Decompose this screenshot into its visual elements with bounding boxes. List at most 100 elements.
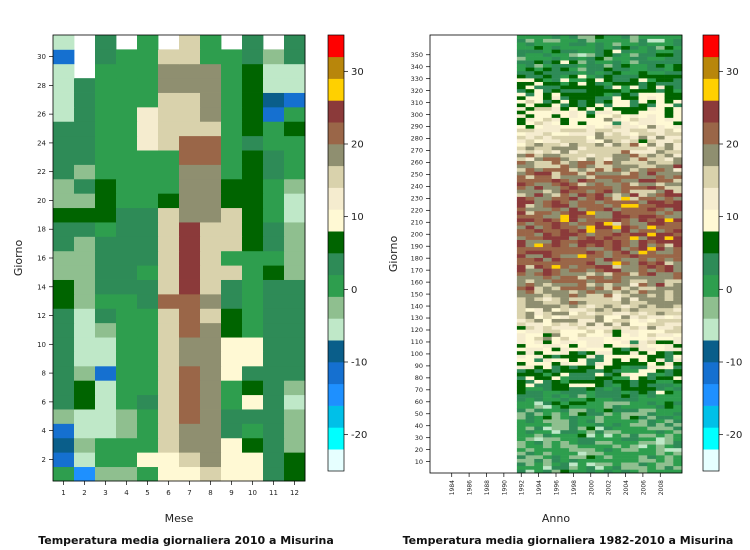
heatmap-cell	[542, 35, 552, 39]
y-tick-label: 50	[415, 410, 423, 418]
heatmap-cell	[647, 275, 657, 280]
heatmap-cell	[586, 153, 596, 158]
heatmap-cell	[542, 340, 552, 345]
heatmap-cell	[221, 365, 243, 381]
heatmap-cell	[655, 447, 665, 452]
y-tick-label: 290	[411, 123, 423, 131]
heatmap-cell	[200, 452, 222, 468]
heatmap-cell	[664, 225, 674, 230]
heatmap-cell	[551, 433, 561, 438]
heatmap-cell	[525, 397, 535, 402]
heatmap-cell	[673, 347, 683, 352]
heatmap-cell	[95, 409, 117, 424]
heatmap-cell	[621, 178, 631, 183]
heatmap-cell	[586, 146, 596, 151]
heatmap-cell	[74, 121, 96, 137]
heatmap-cell	[200, 121, 222, 137]
heatmap-cell	[655, 282, 665, 287]
heatmap-cell	[586, 70, 596, 75]
heatmap-cell	[629, 390, 639, 395]
heatmap-cell	[551, 394, 561, 398]
heatmap-cell	[655, 404, 665, 409]
heatmap-cell	[595, 437, 605, 441]
heatmap-cell	[525, 279, 535, 284]
heatmap-cell	[638, 394, 648, 398]
heatmap-cell	[53, 308, 75, 324]
heatmap-cell	[629, 38, 639, 43]
y-tick-label: 270	[411, 147, 423, 155]
heatmap-cell	[647, 239, 657, 244]
heatmap-cell	[673, 343, 683, 348]
heatmap-cell	[621, 325, 631, 330]
heatmap-cell	[664, 347, 674, 352]
heatmap-cell	[560, 254, 570, 258]
heatmap-cell	[629, 42, 639, 47]
heatmap-cell	[525, 343, 535, 348]
heatmap-cell	[586, 404, 596, 409]
heatmap-cell	[263, 121, 285, 137]
heatmap-cell	[95, 106, 117, 122]
heatmap-cell	[647, 210, 657, 215]
heatmap-cell	[284, 135, 306, 151]
heatmap-cell	[603, 228, 613, 233]
heatmap-cell	[560, 332, 570, 337]
heatmap-cell	[595, 210, 605, 215]
heatmap-cell	[621, 257, 631, 262]
heatmap-cell	[612, 361, 622, 366]
heatmap-cell	[577, 192, 587, 197]
heatmap-cell	[621, 286, 631, 291]
heatmap-cell	[638, 429, 648, 434]
heatmap-cell	[586, 307, 596, 312]
heatmap-cell	[629, 128, 639, 133]
heatmap-cell	[560, 376, 570, 380]
heatmap-cell	[551, 92, 561, 97]
heatmap-cell	[655, 340, 665, 345]
heatmap-cell	[595, 383, 605, 388]
heatmap-cell	[116, 293, 138, 309]
heatmap-cell	[551, 146, 561, 151]
heatmap-cell	[621, 261, 631, 266]
heatmap-cell	[516, 85, 526, 90]
heatmap-cell	[137, 106, 159, 122]
heatmap-cell	[603, 394, 613, 398]
heatmap-cell	[560, 297, 570, 301]
heatmap-cell	[560, 239, 570, 244]
heatmap-cell	[586, 214, 596, 219]
heatmap-cell	[542, 42, 552, 47]
heatmap-cell	[621, 426, 631, 431]
heatmap-cell	[655, 236, 665, 240]
heatmap-cell	[534, 96, 544, 100]
heatmap-cell	[621, 228, 631, 233]
heatmap-cell	[629, 56, 639, 61]
heatmap-cell	[551, 376, 561, 380]
heatmap-cell	[595, 440, 605, 445]
heatmap-cell	[603, 322, 613, 327]
heatmap-cell	[638, 372, 648, 377]
heatmap-cell	[551, 78, 561, 82]
heatmap-cell	[673, 74, 683, 79]
heatmap-cell	[95, 293, 117, 309]
heatmap-cell	[612, 390, 622, 395]
heatmap-cell	[560, 307, 570, 312]
heatmap-cell	[158, 293, 180, 309]
heatmap-cell	[542, 368, 552, 373]
heatmap-cell	[629, 228, 639, 233]
heatmap-cell	[560, 275, 570, 280]
heatmap-cell	[542, 361, 552, 366]
heatmap-cell	[673, 106, 683, 111]
heatmap-cell	[577, 275, 587, 280]
colorbar-swatch	[703, 231, 719, 254]
heatmap-cell	[621, 99, 631, 104]
heatmap-cell	[603, 332, 613, 337]
heatmap-cell	[673, 35, 683, 39]
heatmap-cell	[137, 92, 159, 108]
heatmap-cell	[647, 110, 657, 115]
heatmap-cell	[647, 192, 657, 197]
heatmap-cell	[638, 275, 648, 280]
heatmap-cell	[551, 42, 561, 47]
heatmap-cell	[629, 160, 639, 165]
heatmap-cell	[621, 458, 631, 463]
heatmap-cell	[655, 45, 665, 50]
heatmap-cell	[551, 171, 561, 176]
heatmap-cell	[516, 297, 526, 301]
